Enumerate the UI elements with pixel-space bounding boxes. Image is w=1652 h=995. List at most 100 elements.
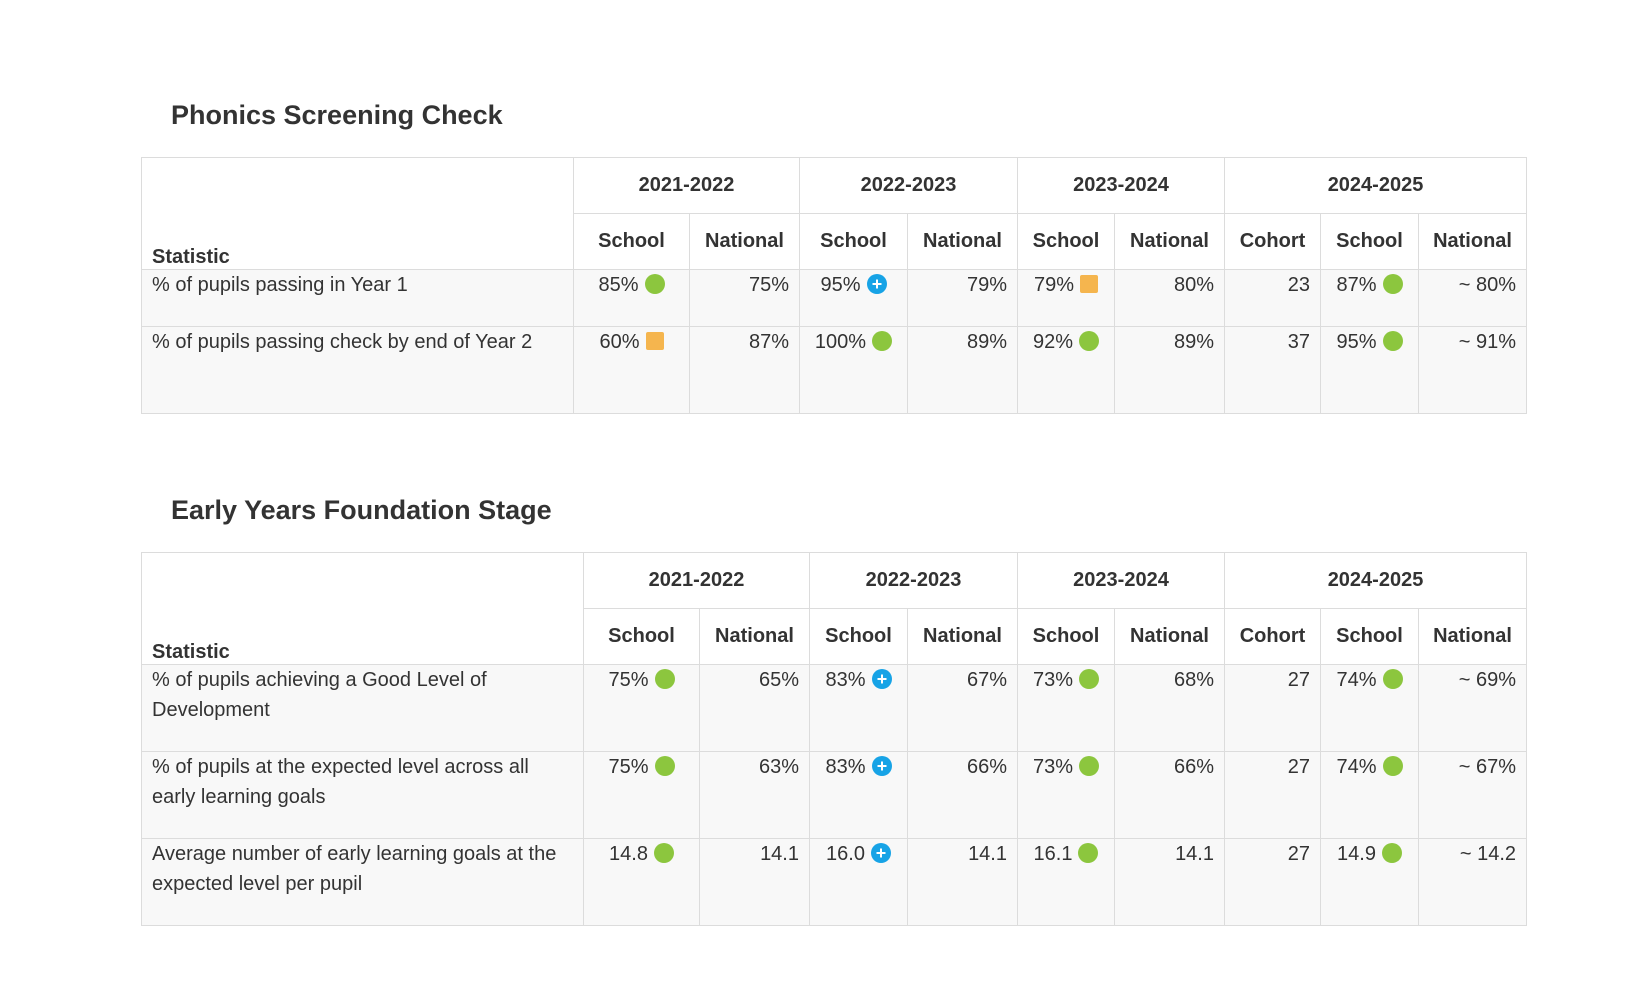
statistic-header: Statistic (141, 157, 574, 270)
column-header: School (583, 608, 700, 665)
cohort-value: 23 (1224, 269, 1321, 327)
green-circle-icon (1079, 669, 1100, 689)
column-header: School (1017, 213, 1115, 270)
school-value: 75% (608, 756, 649, 778)
column-header: National (689, 213, 800, 270)
school-cell: 74% (1320, 751, 1419, 839)
eyfs-section-title: Early Years Foundation Stage (171, 495, 552, 525)
column-header: School (1320, 213, 1419, 270)
national-value: 80% (1114, 269, 1225, 327)
national-value: 63% (699, 751, 810, 839)
green-circle-icon (1382, 669, 1403, 689)
school-cell: 60% (573, 326, 690, 414)
national-value: 14.1 (1114, 838, 1225, 926)
column-header: National (907, 213, 1018, 270)
school-value: 60% (599, 331, 640, 353)
school-cell: 75% (583, 664, 700, 752)
green-circle-icon (1079, 756, 1100, 776)
statistic-label: % of pupils achieving a Good Level of De… (141, 664, 584, 752)
year-header: 2022-2023 (799, 157, 1018, 214)
table-row: % of pupils passing check by end of Year… (141, 326, 1528, 414)
column-header: School (573, 213, 690, 270)
year-header: 2023-2024 (1017, 157, 1225, 214)
school-cell: 75% (583, 751, 700, 839)
green-circle-icon (654, 669, 675, 689)
school-value: 73% (1032, 756, 1074, 778)
national-value: 89% (1114, 326, 1225, 414)
school-cell: 16.1 (1017, 838, 1115, 926)
school-value: 74% (1336, 669, 1377, 691)
school-cell: 87% (1320, 269, 1419, 327)
column-header: School (1017, 608, 1115, 665)
school-value: 79% (1033, 274, 1075, 296)
blue-plus-icon (871, 669, 892, 689)
school-cell: 79% (1017, 269, 1115, 327)
national-value: 68% (1114, 664, 1225, 752)
column-header: National (699, 608, 810, 665)
table-row: % of pupils passing in Year 1 85% 75% 95… (141, 269, 1528, 327)
column-header: National (1417, 608, 1528, 665)
green-circle-icon (1382, 756, 1403, 776)
column-header: School (799, 213, 908, 270)
national-value: 14.1 (699, 838, 810, 926)
national-value: ~ 67% (1417, 751, 1528, 839)
national-value: 89% (907, 326, 1018, 414)
green-circle-icon (644, 274, 665, 294)
school-value: 14.8 (609, 843, 648, 865)
school-value: 83% (825, 756, 866, 778)
statistic-label: Average number of early learning goals a… (141, 838, 584, 926)
school-value: 92% (1032, 331, 1074, 353)
national-value: 14.1 (907, 838, 1018, 926)
school-value: 87% (1336, 274, 1377, 296)
school-cell: 16.0 (809, 838, 908, 926)
national-value: ~ 80% (1417, 269, 1528, 327)
statistic-label: % of pupils passing in Year 1 (141, 269, 574, 327)
school-value: 95% (820, 274, 861, 296)
school-cell: 95% (799, 269, 908, 327)
column-header: School (1320, 608, 1419, 665)
national-value: 79% (907, 269, 1018, 327)
cohort-value: 27 (1224, 664, 1321, 752)
column-header: National (1417, 213, 1528, 270)
school-value: 75% (608, 669, 649, 691)
school-value: 83% (825, 669, 866, 691)
statistic-label: % of pupils passing check by end of Year… (141, 326, 574, 414)
phonics-section-title: Phonics Screening Check (171, 100, 503, 130)
year-header: 2022-2023 (809, 552, 1018, 609)
column-header: National (1114, 608, 1225, 665)
table-row: Average number of early learning goals a… (141, 838, 1528, 926)
year-header: 2021-2022 (583, 552, 810, 609)
year-header: 2023-2024 (1017, 552, 1225, 609)
column-header: Cohort (1224, 608, 1321, 665)
national-value: 67% (907, 664, 1018, 752)
school-cell: 14.9 (1320, 838, 1419, 926)
green-circle-icon (654, 756, 675, 776)
school-value: 95% (1336, 331, 1377, 353)
blue-plus-icon (866, 274, 887, 294)
national-value: 87% (689, 326, 800, 414)
school-cell: 83% (809, 751, 908, 839)
year-header: 2024-2025 (1223, 552, 1528, 609)
school-value: 16.0 (826, 843, 865, 865)
year-header: 2021-2022 (573, 157, 800, 214)
column-header: National (907, 608, 1018, 665)
national-value: ~ 14.2 (1417, 838, 1528, 926)
amber-square-icon (1080, 275, 1099, 293)
table-row: % of pupils achieving a Good Level of De… (141, 664, 1528, 752)
national-value: ~ 69% (1417, 664, 1528, 752)
column-header: School (809, 608, 908, 665)
column-header: Cohort (1224, 213, 1321, 270)
statistic-header: Statistic (141, 552, 584, 665)
blue-plus-icon (870, 843, 891, 863)
eyfs-table: Statistic 2021-2022 2022-2023 2023-2024 … (141, 552, 1528, 926)
school-cell: 92% (1017, 326, 1115, 414)
school-cell: 95% (1320, 326, 1419, 414)
school-value: 74% (1336, 756, 1377, 778)
green-circle-icon (872, 331, 893, 351)
school-cell: 85% (573, 269, 690, 327)
green-circle-icon (1079, 331, 1100, 351)
blue-plus-icon (871, 756, 892, 776)
school-cell: 100% (799, 326, 908, 414)
cohort-value: 27 (1224, 751, 1321, 839)
phonics-table: Statistic 2021-2022 2022-2023 2023-2024 … (141, 157, 1528, 414)
